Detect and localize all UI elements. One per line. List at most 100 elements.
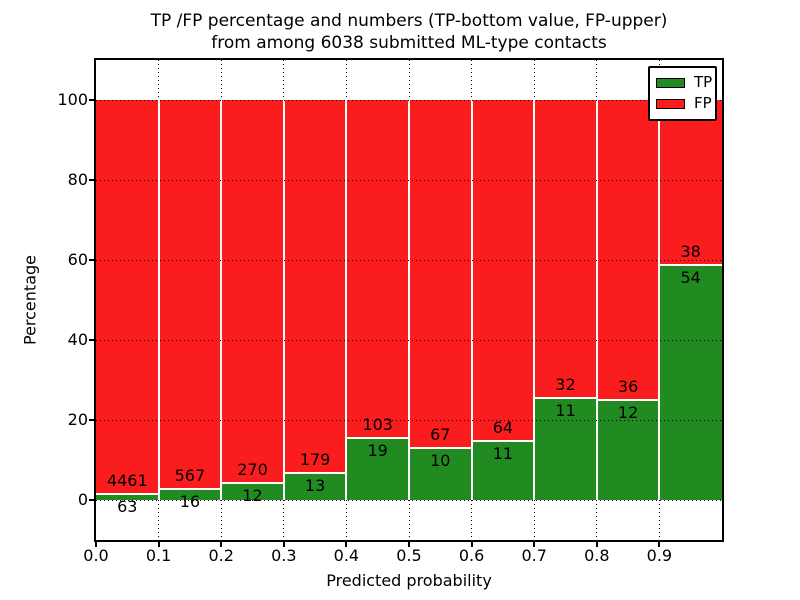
y-tick-label: 20 bbox=[67, 410, 88, 429]
bar-segment-fp bbox=[158, 100, 222, 490]
bar-segment-tp bbox=[534, 397, 597, 500]
y-axis-label: Percentage bbox=[20, 254, 40, 346]
bar-segment-fp bbox=[534, 100, 597, 398]
legend-item-tp: TP bbox=[656, 72, 713, 93]
horizontal-gridline bbox=[96, 500, 722, 501]
fp-legend-label: FP bbox=[694, 94, 712, 112]
bar-edge-line bbox=[533, 100, 536, 500]
chart-title-line2: from among 6038 submitted ML-type contac… bbox=[211, 33, 607, 53]
plot-area: TP FP 4461 63 567 16 270 12 179 13 103 19 67 10 64 11… bbox=[96, 60, 722, 540]
x-tick-mark bbox=[658, 542, 661, 547]
x-tick-mark bbox=[157, 542, 160, 547]
tp-count-label: 11 bbox=[555, 400, 576, 420]
y-tick-mark bbox=[89, 259, 94, 261]
segment-divider bbox=[596, 399, 660, 401]
fp-count-label: 32 bbox=[555, 374, 576, 394]
bar-segment-fp bbox=[471, 100, 535, 442]
tp-count-label: 13 bbox=[304, 475, 326, 495]
bar-edge-line bbox=[470, 100, 473, 500]
y-tick-mark bbox=[89, 99, 94, 101]
fp-count-label: 179 bbox=[299, 449, 331, 469]
y-tick-label: 100 bbox=[57, 90, 88, 109]
x-tick-label: 0.4 bbox=[333, 546, 360, 565]
tp-count-label: 54 bbox=[680, 268, 701, 288]
bar-edge-line bbox=[595, 100, 598, 500]
x-tick-mark bbox=[220, 542, 223, 547]
bar-segment-fp bbox=[221, 100, 284, 483]
x-tick-mark bbox=[95, 542, 97, 547]
segment-divider bbox=[221, 481, 284, 484]
x-tick-label: 0.7 bbox=[521, 546, 547, 565]
x-tick-mark bbox=[533, 542, 536, 547]
bar-segment-fp bbox=[409, 100, 472, 449]
segment-divider bbox=[471, 440, 535, 443]
bar-segment-tp bbox=[158, 489, 222, 500]
chart-title: TP /FP percentage and numbers (TP-bottom… bbox=[96, 10, 722, 54]
x-tick-label: 0.9 bbox=[646, 546, 673, 565]
bar-segment-tp bbox=[596, 400, 660, 500]
y-tick-mark bbox=[89, 339, 94, 341]
chart-title-line1: TP /FP percentage and numbers (TP-bottom… bbox=[150, 11, 668, 31]
y-tick-label: 80 bbox=[67, 170, 88, 189]
x-tick-label: 0.5 bbox=[396, 546, 422, 565]
x-tick-mark bbox=[408, 542, 410, 547]
x-tick-label: 0.3 bbox=[271, 546, 297, 565]
x-tick-label: 0.6 bbox=[458, 546, 485, 565]
segment-divider bbox=[283, 471, 347, 474]
fp-count-label: 67 bbox=[430, 425, 451, 445]
bar-edge-line bbox=[658, 100, 661, 500]
bar-segment-tp bbox=[659, 265, 722, 500]
horizontal-gridline bbox=[96, 260, 722, 261]
bar-segment-tp bbox=[409, 448, 472, 500]
fp-count-label: 270 bbox=[237, 459, 268, 479]
fp-count-label: 103 bbox=[362, 414, 393, 434]
y-tick-mark bbox=[89, 499, 94, 501]
bar-edge-line bbox=[282, 100, 285, 500]
fp-count-label: 4461 bbox=[106, 471, 148, 491]
fp-count-label: 567 bbox=[174, 466, 206, 486]
bar-edge-line bbox=[157, 100, 160, 500]
segment-divider bbox=[534, 396, 597, 399]
tp-count-label: 10 bbox=[430, 451, 451, 471]
x-axis-label: Predicted probability bbox=[326, 571, 492, 590]
legend: TP FP bbox=[648, 66, 717, 121]
horizontal-gridline bbox=[96, 340, 722, 341]
segment-divider bbox=[346, 436, 409, 439]
tp-legend-swatch bbox=[656, 77, 685, 88]
bar-segment-fp bbox=[283, 100, 347, 473]
legend-item-fp: FP bbox=[656, 93, 712, 114]
x-tick-mark bbox=[470, 542, 473, 547]
x-tick-label: 0.2 bbox=[208, 546, 234, 565]
fp-count-label: 36 bbox=[617, 377, 639, 396]
x-tick-mark bbox=[345, 542, 348, 547]
x-tick-mark bbox=[595, 542, 598, 547]
tp-count-label: 63 bbox=[117, 497, 138, 517]
x-tick-label: 0.1 bbox=[145, 546, 172, 565]
segment-divider bbox=[659, 264, 722, 267]
bar-edge-line bbox=[408, 100, 410, 500]
tp-count-label: 12 bbox=[617, 403, 639, 422]
bar-segment-fp bbox=[659, 100, 722, 266]
bar-segment-fp bbox=[96, 100, 159, 495]
tp-count-label: 11 bbox=[492, 444, 514, 464]
bar-segment-tp bbox=[221, 482, 284, 500]
bar-segment-tp bbox=[96, 494, 159, 500]
y-tick-label: 0 bbox=[77, 490, 88, 509]
y-tick-mark bbox=[89, 419, 94, 421]
x-tick-mark bbox=[282, 542, 285, 547]
fp-count-label: 64 bbox=[492, 418, 514, 438]
segment-divider bbox=[158, 488, 222, 491]
bar-segment-fp bbox=[596, 100, 660, 400]
horizontal-gridline bbox=[96, 180, 722, 181]
y-tick-mark bbox=[89, 179, 94, 181]
horizontal-gridline bbox=[96, 100, 722, 101]
y-tick-label: 40 bbox=[67, 330, 88, 349]
segment-divider bbox=[96, 493, 159, 496]
bar-segment-tp bbox=[346, 437, 409, 500]
tp-count-label: 16 bbox=[179, 492, 201, 512]
fp-legend-swatch bbox=[656, 98, 685, 109]
bar-edge-line bbox=[345, 100, 348, 500]
tp-legend-label: TP bbox=[694, 73, 713, 91]
fp-count-label: 38 bbox=[680, 242, 701, 262]
